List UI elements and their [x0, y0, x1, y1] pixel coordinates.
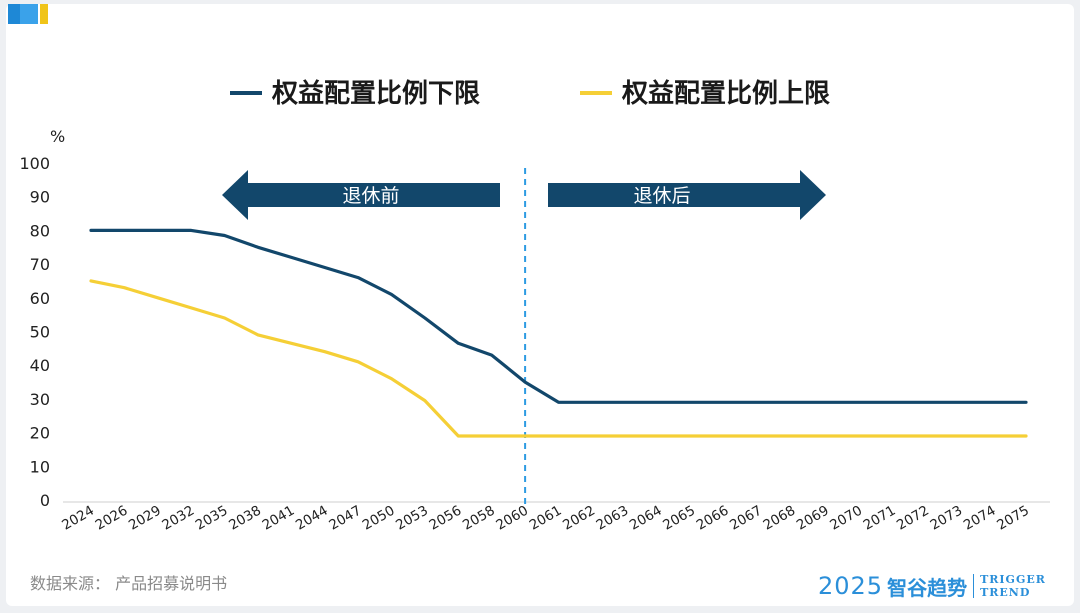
- corner-block-3: [40, 4, 48, 24]
- arrow-right-label: 退休后: [633, 185, 690, 207]
- x-tick-label: 2061: [527, 503, 565, 534]
- arrow-right-shape: [548, 170, 826, 220]
- x-tick-label: 2056: [427, 503, 465, 534]
- x-tick-label: 2069: [794, 503, 832, 534]
- arrow-before-retirement: 退休前: [222, 170, 500, 220]
- x-tick-label: 2026: [93, 503, 131, 534]
- legend: 权益配置比例下限 权益配置比例上限: [230, 79, 830, 109]
- x-tick-label: 2029: [126, 503, 164, 534]
- y-tick-label: 40: [30, 356, 50, 375]
- series-lines: [89, 228, 1028, 438]
- y-axis-label: %: [50, 127, 65, 146]
- x-tick-label: 2032: [159, 503, 197, 534]
- x-tick-label: 2060: [493, 503, 531, 534]
- y-tick-label: 0: [40, 491, 50, 510]
- source-note: 数据来源： 产品招募说明书: [30, 574, 228, 593]
- x-tick-label: 2044: [293, 503, 331, 534]
- x-tick-label: 2064: [627, 503, 665, 534]
- x-tick-label: 2038: [226, 503, 264, 534]
- x-tick-label: 2062: [560, 503, 598, 534]
- x-tick-label: 2024: [59, 503, 97, 534]
- y-tick-label: 30: [30, 390, 50, 409]
- corner-block-2: [20, 4, 38, 24]
- x-tick-label: 2073: [927, 503, 965, 534]
- y-tick-label: 90: [30, 188, 50, 207]
- x-tick-label: 2050: [360, 503, 398, 534]
- x-tick-label: 2074: [961, 503, 999, 534]
- corner-block-1: [8, 4, 20, 24]
- brand-name-en: TRIGGER TREND: [980, 573, 1046, 599]
- arrow-left-shape: [222, 170, 500, 220]
- x-tick-label: 2041: [260, 503, 298, 534]
- legend-label-upper: 权益配置比例上限: [621, 79, 830, 109]
- x-tick-label: 2066: [694, 503, 732, 534]
- x-tick-label: 2035: [193, 503, 231, 534]
- series-line-upper: [89, 279, 1028, 438]
- x-tick-label: 2068: [760, 503, 798, 534]
- y-tick-labels: 0 10 20 30 40 50 60 70 80 90 100: [19, 154, 50, 510]
- x-tick-label: 2071: [861, 503, 899, 534]
- y-tick-label: 70: [30, 255, 50, 274]
- x-tick-label: 2063: [594, 503, 632, 534]
- legend-label-lower: 权益配置比例下限: [271, 79, 480, 109]
- y-tick-label: 60: [30, 289, 50, 308]
- y-tick-label: 80: [30, 221, 50, 240]
- series-line-lower: [89, 228, 1028, 404]
- arrow-left-label: 退休前: [342, 185, 399, 207]
- y-tick-label: 20: [30, 424, 50, 443]
- corner-logo: [8, 4, 48, 24]
- brand-logo: 2025 智谷趋势 TRIGGER TREND: [818, 571, 1046, 601]
- x-tick-label: 2058: [460, 503, 498, 534]
- x-tick-labels: 2024202620292032203520382041204420472050…: [59, 503, 1032, 534]
- x-tick-label: 2067: [727, 503, 765, 534]
- y-tick-label: 10: [30, 457, 50, 476]
- brand-separator: [973, 574, 975, 598]
- brand-en-line-1: TRIGGER: [980, 573, 1046, 586]
- brand-year: 2025: [818, 572, 884, 600]
- x-tick-label: 2065: [660, 503, 698, 534]
- x-tick-label: 2072: [894, 503, 932, 534]
- brand-name-cn: 智谷趋势: [887, 575, 968, 600]
- brand-en-line-2: TREND: [980, 586, 1031, 599]
- x-tick-label: 2075: [994, 503, 1032, 534]
- arrow-after-retirement: 退休后: [548, 170, 826, 220]
- x-tick-label: 2047: [326, 503, 364, 534]
- y-tick-label: 50: [30, 323, 50, 342]
- y-tick-label: 100: [19, 154, 50, 173]
- x-tick-label: 2070: [827, 503, 865, 534]
- x-tick-label: 2053: [393, 503, 431, 534]
